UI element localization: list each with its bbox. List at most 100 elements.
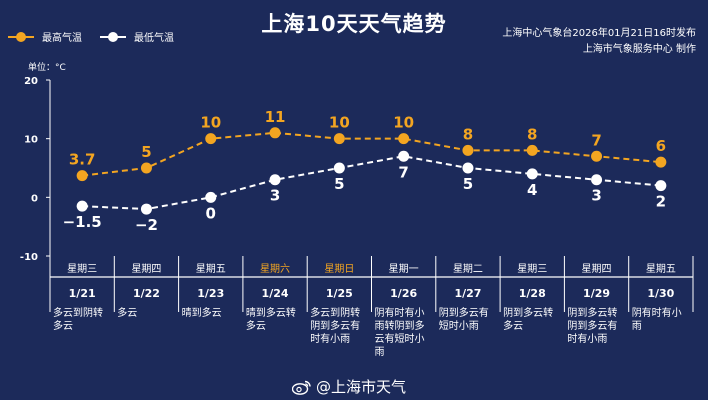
low-value-label: 5 [334, 175, 344, 193]
low-series-point [333, 162, 345, 174]
low-series-point [140, 203, 152, 215]
weather-text: 晴到多云 [182, 306, 222, 319]
high-series-point [398, 133, 410, 145]
weather-text: 雨转阴到多 [375, 319, 425, 332]
date-label: 1/28 [519, 287, 546, 300]
weather-text: 雨 [375, 347, 385, 358]
low-value-label: 0 [206, 204, 216, 222]
legend-low: 最低气温 [100, 29, 174, 44]
weibo-icon [292, 380, 311, 395]
high-value-label: 10 [393, 114, 414, 132]
y-tick-label: 20 [24, 76, 38, 87]
high-value-label: 10 [200, 114, 221, 132]
weekday-label: 星期四 [582, 263, 612, 275]
weather-text: 时有小雨 [567, 332, 607, 345]
publish-line-1: 上海中心气象台2026年01月21日16时发布 [502, 28, 696, 39]
high-series-point [591, 150, 603, 162]
legend-low-swatch [100, 31, 126, 43]
weather-text: 多云到阴转 [310, 306, 360, 319]
high-series-point [462, 144, 474, 156]
unit-label: 单位：°C [28, 63, 66, 73]
date-label: 1/21 [69, 287, 96, 300]
weather-text: 阴到多云有 [567, 319, 617, 332]
weather-text: 阴到多云转 [503, 306, 553, 319]
date-label: 1/27 [454, 287, 481, 300]
legend-low-label: 最低气温 [134, 33, 174, 44]
low-value-label: −2 [135, 216, 158, 234]
date-label: 1/25 [326, 287, 353, 300]
high-value-label: 8 [527, 125, 537, 143]
watermark-text: @上海市天气 [316, 378, 407, 396]
high-series-point [333, 133, 345, 145]
date-label: 1/26 [390, 287, 417, 300]
low-series-point [591, 174, 603, 186]
low-value-label: 7 [398, 163, 408, 181]
low-series-line [82, 155, 661, 211]
low-series-point [205, 191, 217, 203]
weekday-label: 星期五 [196, 263, 226, 275]
weekday-label: 星期二 [453, 263, 483, 275]
low-series-point [462, 162, 474, 174]
high-series-point [140, 162, 152, 174]
weather-text: 短时小雨 [439, 319, 479, 332]
high-value-label: 11 [265, 108, 286, 126]
weekday-label: 星期四 [131, 263, 161, 275]
weekday-label: 星期三 [67, 263, 97, 275]
low-series-point [655, 180, 667, 192]
weather-text: 阴有时有小 [375, 306, 425, 319]
date-label: 1/30 [647, 287, 674, 300]
weather-text: 阴到多云有 [439, 306, 489, 319]
legend: 最高气温 最低气温 [8, 29, 192, 44]
high-value-label: 7 [591, 131, 601, 149]
weather-text: 多云 [246, 319, 266, 332]
low-series-point [398, 150, 410, 162]
low-value-label: −1.5 [63, 213, 102, 231]
weather-text: 雨 [632, 321, 642, 332]
high-value-label: 8 [463, 125, 473, 143]
weekday-label: 星期一 [389, 263, 419, 275]
date-label: 1/22 [133, 287, 160, 300]
weekday-label: 星期三 [517, 263, 547, 275]
date-label: 1/24 [262, 287, 289, 300]
legend-high-swatch [8, 31, 34, 43]
weather-text: 晴到多云转 [246, 306, 296, 319]
high-series-line [82, 131, 661, 177]
high-series-point [205, 133, 217, 145]
watermark: @上海市天气 [292, 376, 406, 397]
chart-title: 上海10天天气趋势 [261, 12, 447, 36]
weather-text: 多云 [117, 306, 137, 319]
low-series-point [526, 168, 538, 180]
low-series-point [76, 200, 88, 212]
weekday-label: 星期日 [324, 263, 354, 275]
date-label: 1/23 [197, 287, 224, 300]
y-tick-label: 10 [24, 135, 38, 146]
high-value-label: 6 [656, 137, 666, 155]
weather-text: 阴有时有小 [632, 306, 682, 319]
weather-text: 阴到多云有 [310, 319, 360, 332]
weather-text: 云有短时小 [375, 332, 425, 345]
weekday-label: 星期五 [646, 263, 676, 275]
weather-text: 多云 [503, 319, 523, 332]
low-value-label: 2 [656, 193, 666, 211]
low-value-label: 3 [591, 187, 601, 205]
weekday-label: 星期六 [260, 263, 290, 275]
date-label: 1/29 [583, 287, 610, 300]
publish-line-2: 上海市气象服务中心 制作 [582, 44, 696, 55]
high-series-point [526, 144, 538, 156]
y-tick-label: 0 [31, 193, 38, 204]
high-value-label: 3.7 [69, 151, 96, 169]
legend-high-label: 最高气温 [42, 33, 82, 44]
weather-text: 多云到阴转 [53, 306, 103, 319]
low-series-point [269, 174, 281, 186]
high-series-point [76, 170, 88, 182]
legend-high: 最高气温 [8, 29, 82, 44]
weather-text: 多云 [53, 319, 73, 332]
high-series-point [269, 127, 281, 139]
publish-info: 上海中心气象台2026年01月21日16时发布 上海市气象服务中心 制作 [502, 26, 696, 58]
low-value-label: 5 [463, 175, 473, 193]
high-value-label: 10 [329, 114, 350, 132]
high-value-label: 5 [141, 143, 151, 161]
low-value-label: 4 [527, 181, 537, 199]
weather-text: 阴到多云转 [567, 306, 617, 319]
